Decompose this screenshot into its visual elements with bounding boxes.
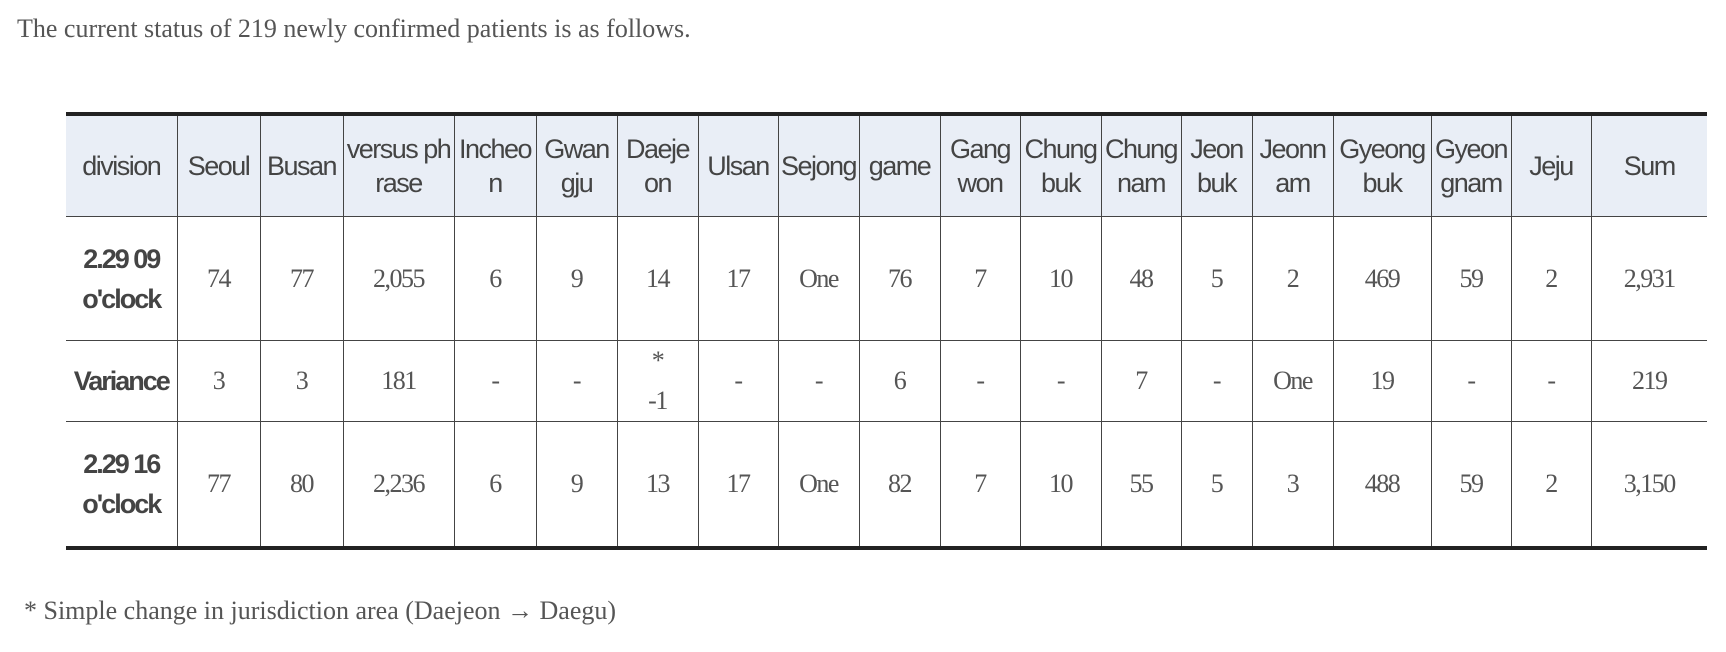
footnote: * Simple change in jurisdiction area (Da… [24, 596, 617, 625]
table-cell: 2 [1510, 216, 1592, 341]
table-cell: 10 [1019, 421, 1102, 549]
table-cell: 10 [1019, 216, 1102, 341]
table-cell: 59 [1430, 421, 1512, 549]
table-cell: 2,055 [342, 216, 455, 341]
table-cell: 17 [697, 421, 779, 549]
table-cell: 14 [616, 216, 699, 341]
header-cell: Sum [1590, 113, 1707, 217]
table-cell: 5 [1180, 216, 1253, 341]
header-cell: Jeonnam [1251, 113, 1334, 217]
table-cell: 181 [342, 340, 455, 422]
header-cell: division [66, 113, 178, 217]
table-cell: 6 [453, 216, 537, 341]
table-cell: - [1510, 340, 1592, 422]
table-cell: 219 [1590, 340, 1707, 422]
row-label: 2.29 16 o'clock [66, 421, 178, 549]
table-cell: One [1251, 340, 1334, 422]
table-cell: - [535, 340, 618, 422]
header-cell: Ulsan [697, 113, 779, 217]
table-cell: - [939, 340, 1021, 422]
table-cell: 7 [939, 421, 1021, 549]
table-cell: 9 [535, 421, 618, 549]
table-row: 2.29 16 o'clock 77 80 2,236 6 9 13 17 One 82 7 10 55… [66, 421, 1707, 549]
table-cell: 2 [1251, 216, 1334, 341]
table-cell: 59 [1430, 216, 1512, 341]
table-cell: - [1430, 340, 1512, 422]
header-cell: Chungnam [1100, 113, 1182, 217]
table-cell: 5 [1180, 421, 1253, 549]
table-cell: 2,931 [1590, 216, 1707, 341]
table-cell: - [697, 340, 779, 422]
table-cell: 19 [1332, 340, 1432, 422]
header-cell: Jeonbuk [1180, 113, 1253, 217]
table-cell: 3 [1251, 421, 1334, 549]
header-cell: Gangwon [939, 113, 1021, 217]
table-cell: 82 [858, 421, 941, 549]
table-cell: - [453, 340, 537, 422]
table-cell: 469 [1332, 216, 1432, 341]
table-cell: * -1 [616, 340, 699, 422]
header-cell: game [858, 113, 941, 217]
table-header: division Seoul Busan versus phrase Incheon Gw… [66, 113, 1707, 217]
row-label: Variance [66, 340, 178, 422]
status-table: division Seoul Busan versus phrase Incheon Gw… [66, 112, 1707, 550]
table-cell: 48 [1100, 216, 1182, 341]
table-cell: - [777, 340, 860, 422]
table-cell: 55 [1100, 421, 1182, 549]
header-cell: Sejong [777, 113, 860, 217]
table-cell: 3 [259, 340, 344, 422]
table-cell: 77 [259, 216, 344, 341]
header-cell: versus phrase [342, 113, 455, 217]
table-cell: 7 [1100, 340, 1182, 422]
table-cell: 74 [176, 216, 261, 341]
table-cell: 7 [939, 216, 1021, 341]
header-row: division Seoul Busan versus phrase Incheon Gw… [66, 113, 1707, 217]
header-cell: Gyeongnam [1430, 113, 1512, 217]
table-cell: - [1019, 340, 1102, 422]
table-cell: 6 [453, 421, 537, 549]
table-row: 2.29 09 o'clock 74 77 2,055 6 9 14 17 One 76 7 10 48… [66, 216, 1707, 341]
table-cell: 488 [1332, 421, 1432, 549]
table-cell: 9 [535, 216, 618, 341]
table-cell: 2,236 [342, 421, 455, 549]
header-cell: Gwangju [535, 113, 618, 217]
table-cell: 77 [176, 421, 261, 549]
header-cell: Daejeon [616, 113, 699, 217]
table-cell: - [1180, 340, 1253, 422]
header-cell: Chungbuk [1019, 113, 1102, 217]
table-body: 2.29 09 o'clock 74 77 2,055 6 9 14 17 One 76 7 10 48… [66, 216, 1707, 549]
table-cell: 13 [616, 421, 699, 549]
header-cell: Gyeongbuk [1332, 113, 1432, 217]
table-row: Variance 3 3 181- - * -1- -6- -7- One 19- -219 [66, 340, 1707, 422]
header-cell: Seoul [176, 113, 261, 217]
header-cell: Jeju [1510, 113, 1592, 217]
table-cell: 3 [176, 340, 261, 422]
table-cell: 3,150 [1590, 421, 1707, 549]
header-cell: Incheon [453, 113, 537, 217]
table-cell: One [777, 216, 860, 341]
table-cell: 2 [1510, 421, 1592, 549]
table-cell: 6 [858, 340, 941, 422]
header-cell: Busan [259, 113, 344, 217]
table-cell: 80 [259, 421, 344, 549]
table-cell: 17 [697, 216, 779, 341]
table-cell: One [777, 421, 860, 549]
intro-text: The current status of 219 newly confirme… [17, 14, 691, 43]
row-label: 2.29 09 o'clock [66, 216, 178, 341]
table-cell: 76 [858, 216, 941, 341]
